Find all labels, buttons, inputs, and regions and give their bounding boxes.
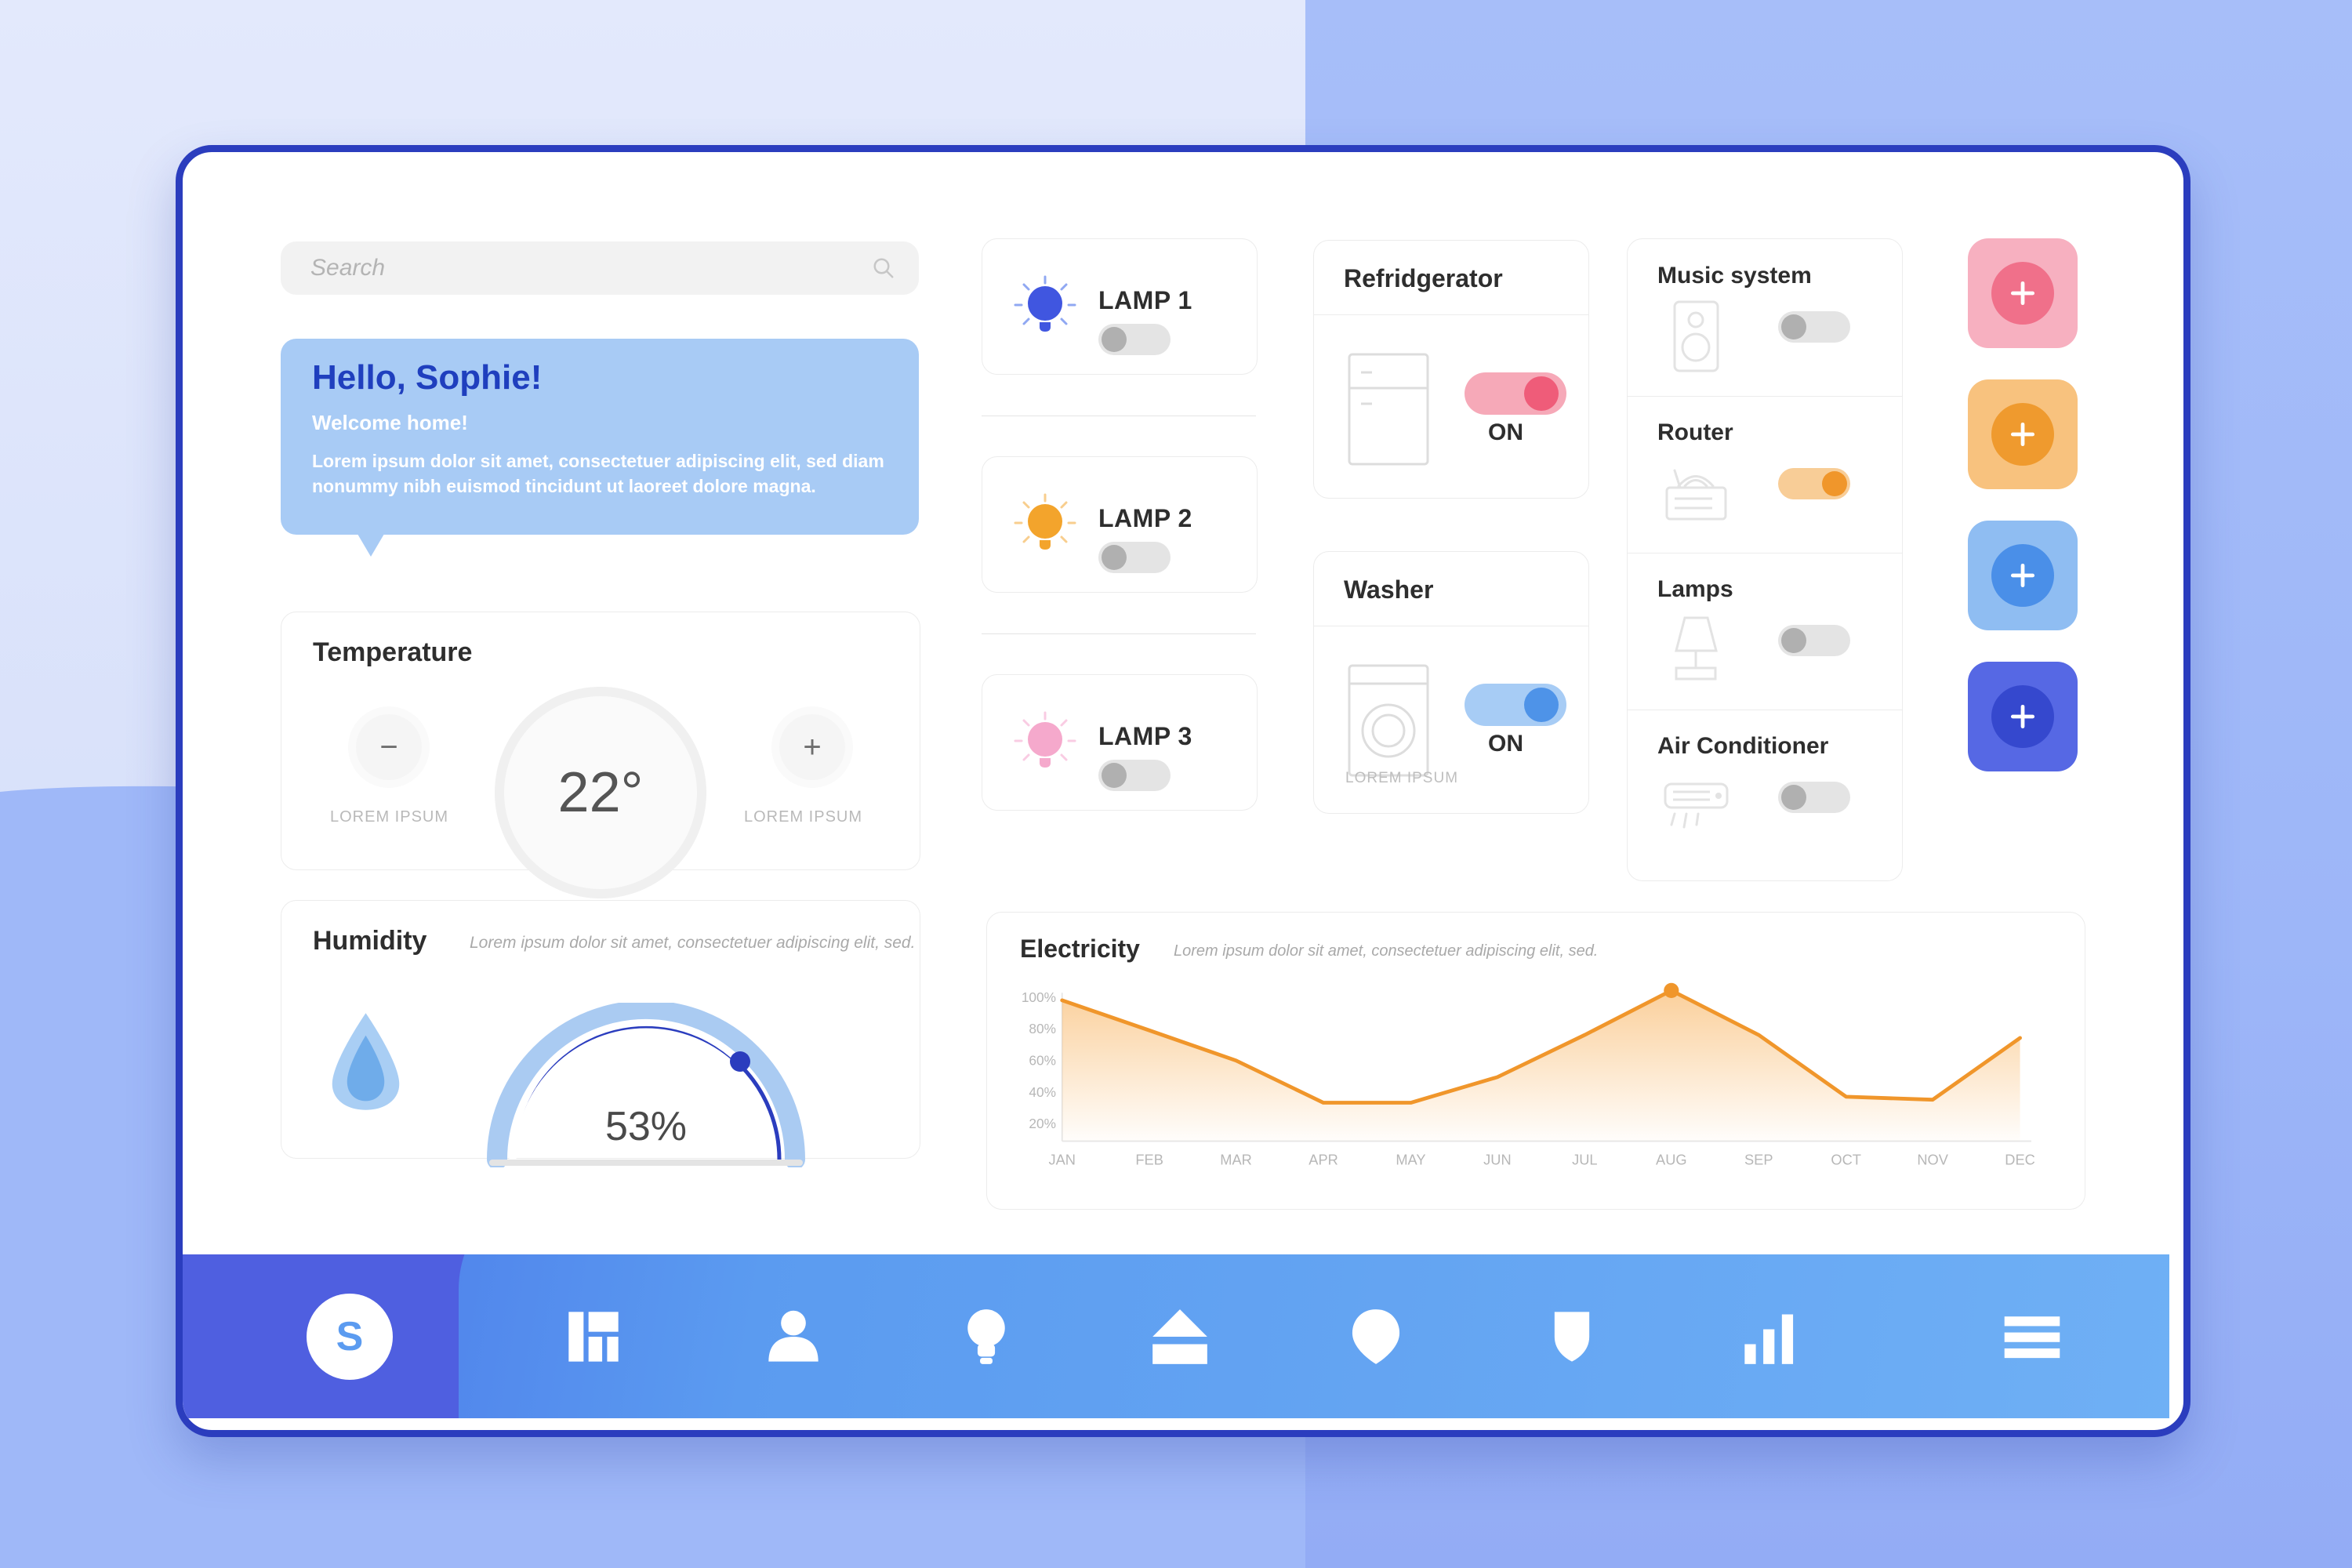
svg-text:SEP: SEP [1744, 1151, 1773, 1167]
svg-text:AUG: AUG [1656, 1151, 1687, 1167]
svg-text:JAN: JAN [1048, 1151, 1075, 1167]
svg-text:60%: 60% [1029, 1053, 1056, 1069]
svg-text:NOV: NOV [1917, 1151, 1948, 1167]
svg-text:53%: 53% [605, 1104, 687, 1149]
svg-text:OCT: OCT [1831, 1151, 1861, 1167]
svg-text:MAY: MAY [1396, 1151, 1425, 1167]
svg-text:40%: 40% [1029, 1084, 1056, 1100]
svg-text:100%: 100% [1022, 989, 1056, 1005]
svg-text:JUL: JUL [1572, 1151, 1597, 1167]
svg-text:80%: 80% [1029, 1021, 1056, 1036]
svg-text:MAR: MAR [1220, 1151, 1252, 1167]
svg-text:FEB: FEB [1135, 1151, 1163, 1167]
svg-text:DEC: DEC [2005, 1151, 2035, 1167]
svg-text:20%: 20% [1029, 1116, 1056, 1131]
svg-text:JUN: JUN [1483, 1151, 1511, 1167]
svg-text:APR: APR [1308, 1151, 1338, 1167]
